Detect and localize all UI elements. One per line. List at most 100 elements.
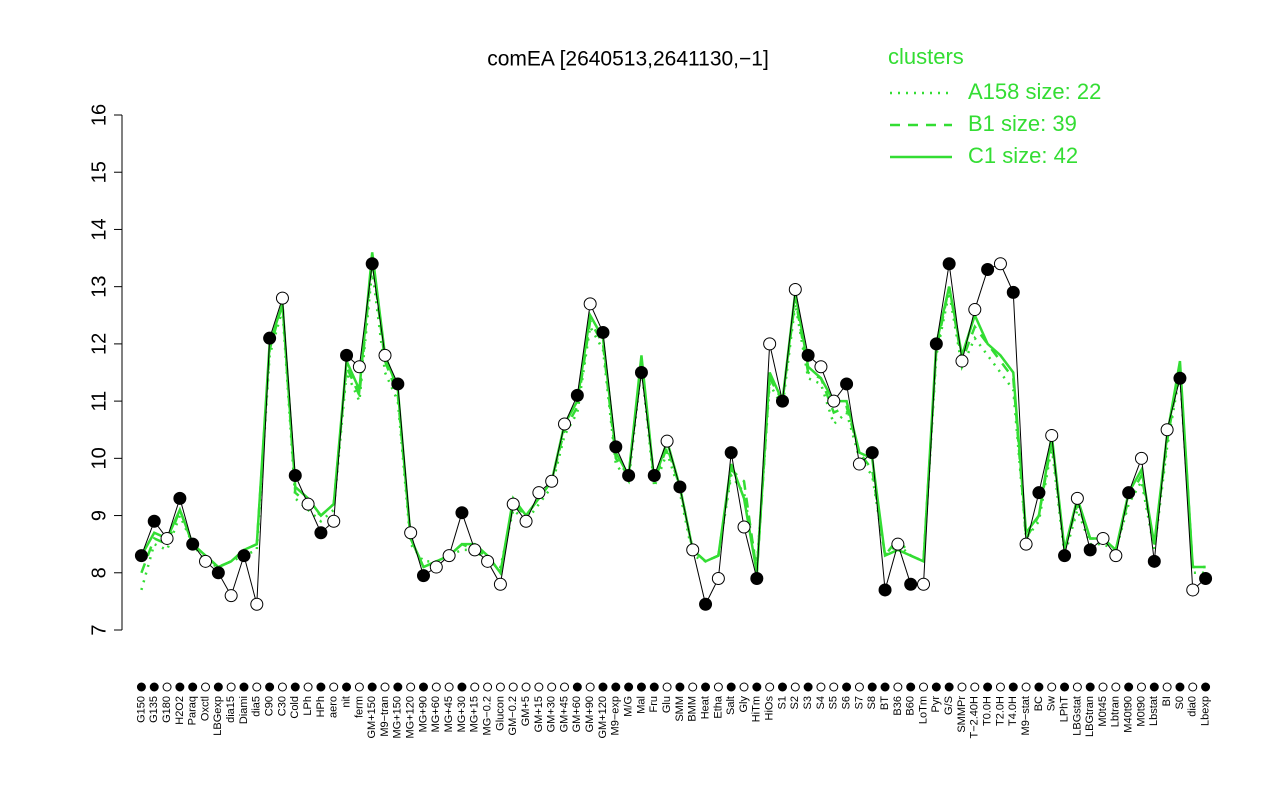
- rug-point: [290, 682, 300, 692]
- data-point: [1032, 486, 1046, 500]
- data-point: [993, 257, 1007, 271]
- data-point: [1045, 428, 1059, 442]
- cluster-line: [140, 269, 1206, 591]
- rug-point: [213, 682, 223, 692]
- rug-point: [854, 682, 864, 692]
- x-tick-label: dia0: [1187, 696, 1199, 717]
- y-tick-label: 8: [88, 567, 110, 578]
- data-point: [301, 497, 315, 511]
- x-tick-label: MG+15: [469, 696, 481, 732]
- data-point: [865, 446, 879, 460]
- rug-point: [893, 682, 903, 692]
- rug-point: [136, 682, 146, 692]
- data-point: [634, 366, 648, 379]
- x-tick-label: BI: [1161, 696, 1173, 706]
- data-point: [365, 257, 379, 271]
- rug-point: [188, 682, 198, 692]
- rug-point: [816, 682, 826, 692]
- rug-point: [1060, 682, 1070, 692]
- x-tick-label: S3: [802, 696, 814, 709]
- rug-point: [662, 682, 672, 692]
- rug-point: [867, 682, 877, 692]
- rug-point: [175, 682, 185, 692]
- rug-point: [406, 682, 416, 692]
- data-point: [1122, 486, 1136, 500]
- rug-point: [547, 682, 557, 692]
- x-tick-label: Etha: [712, 695, 724, 719]
- rug-point: [1188, 682, 1198, 692]
- data-point: [391, 377, 405, 391]
- rug-point: [342, 682, 352, 692]
- rug-point: [560, 682, 570, 692]
- data-point: [1070, 491, 1084, 505]
- x-tick-label: SMMPr: [956, 696, 968, 733]
- x-tick-label: dia15: [225, 696, 237, 723]
- rug-point: [1162, 682, 1172, 692]
- data-point: [942, 257, 956, 271]
- rug-point: [534, 682, 544, 692]
- data-point: [1134, 451, 1148, 465]
- data-point: [981, 263, 995, 276]
- x-tick-label: BT: [879, 696, 891, 710]
- rug-point: [675, 682, 685, 692]
- x-tick-label: G150: [135, 696, 147, 723]
- x-tick-label: aero: [328, 696, 340, 718]
- x-tick-label: HiTm: [751, 696, 763, 722]
- rug-point: [149, 682, 159, 692]
- x-tick-label: Gly: [738, 696, 750, 713]
- data-point: [147, 514, 161, 528]
- rug-point: [842, 682, 852, 692]
- x-tick-label: HPh: [315, 696, 327, 717]
- rug-point: [201, 682, 211, 692]
- cluster-line: [140, 252, 1206, 576]
- x-tick-label: LPh: [302, 696, 314, 716]
- rug-point: [1021, 682, 1031, 692]
- data-point: [352, 360, 366, 374]
- data-point: [711, 572, 725, 585]
- y-tick-label: 16: [88, 104, 110, 126]
- legend-title: clusters: [888, 44, 964, 69]
- x-tick-label: Diami: [238, 696, 250, 724]
- x-tick-label: G135: [148, 696, 160, 723]
- x-tick-label: LoTm: [917, 696, 929, 724]
- y-tick-label: 9: [88, 510, 110, 521]
- data-point: [1109, 549, 1123, 563]
- x-tick-label: LBGexp: [212, 696, 224, 736]
- data-point: [416, 569, 430, 583]
- rug-point: [277, 682, 287, 692]
- rug-point: [624, 682, 634, 692]
- x-tick-label: MG+150: [392, 696, 404, 739]
- data-point: [904, 577, 918, 591]
- rug-point: [1047, 682, 1057, 692]
- data-point: [852, 457, 866, 471]
- rug-point: [1149, 682, 1159, 692]
- data-point: [211, 566, 225, 580]
- x-tick-label: LBGstat: [1071, 696, 1083, 736]
- data-point: [481, 554, 495, 568]
- x-tick-label: M40t90: [1123, 696, 1135, 733]
- data-point: [340, 348, 354, 362]
- data-point: [1199, 572, 1213, 585]
- x-tick-label: S1: [776, 696, 788, 709]
- data-point: [917, 577, 931, 591]
- x-tick-label: S4: [815, 696, 827, 709]
- data-point: [724, 446, 738, 460]
- x-tick-label: MG+90: [417, 696, 429, 732]
- x-tick-label: BMM: [687, 696, 699, 722]
- rug-point: [393, 682, 403, 692]
- x-tick-label: G/S: [943, 696, 955, 715]
- data-point: [1160, 423, 1174, 437]
- x-tick-label: MG+45: [443, 696, 455, 732]
- data-point: [263, 331, 277, 345]
- rug-point: [470, 682, 480, 692]
- data-point: [583, 297, 597, 311]
- data-point: [699, 597, 713, 611]
- x-tick-label: BC: [1033, 696, 1045, 711]
- x-tick-label: GM−0.2: [507, 696, 519, 735]
- data-point: [404, 526, 418, 540]
- rug-point: [1111, 682, 1121, 692]
- x-tick-label: Glucon: [494, 696, 506, 731]
- x-tick-label: S6: [840, 696, 852, 709]
- data-point: [519, 514, 533, 528]
